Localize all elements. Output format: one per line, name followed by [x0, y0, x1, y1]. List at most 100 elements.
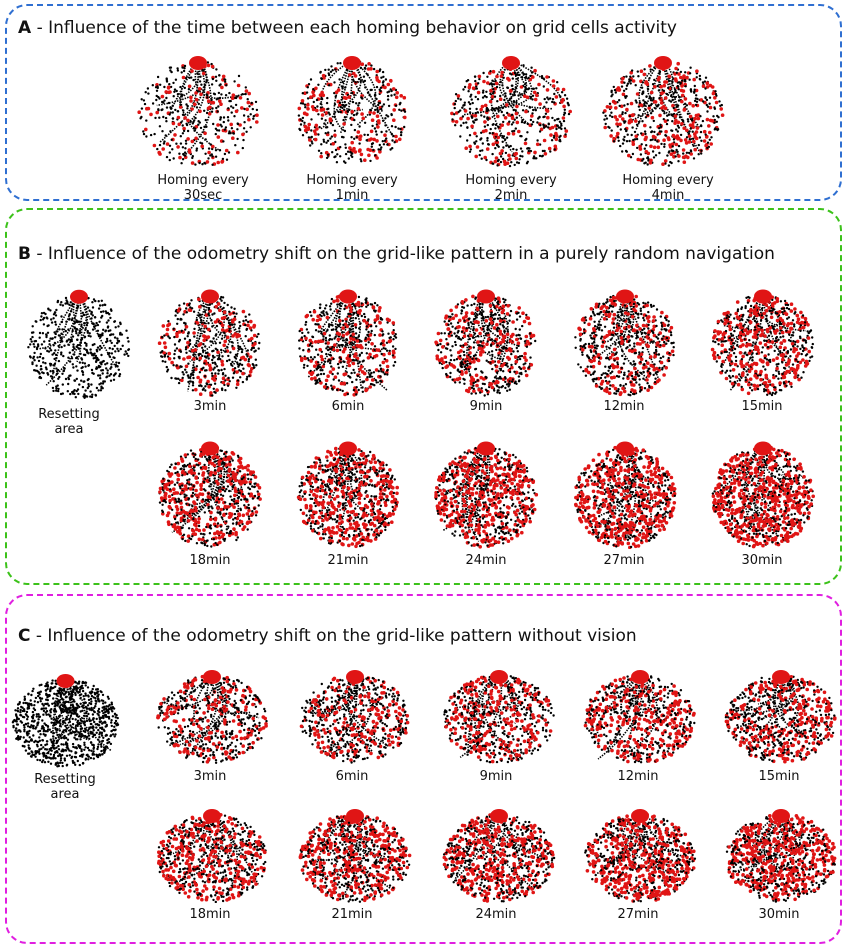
trajectory-dot [179, 101, 182, 104]
trajectory-dot [525, 137, 528, 141]
trajectory-dot [496, 385, 499, 388]
grid-activity-dot [186, 118, 190, 123]
trajectory-dot [55, 357, 58, 360]
trajectory-dot [620, 318, 623, 321]
trajectory-dot [649, 138, 652, 142]
trajectory-dot [255, 364, 258, 367]
grid-activity-dot [633, 366, 637, 371]
grid-activity-dot [221, 376, 226, 381]
grid-activity-dot [253, 342, 257, 346]
trajectory-dot [677, 88, 680, 91]
trajectory-dot [185, 351, 188, 354]
grid-activity-dot [600, 344, 605, 349]
trajectory-dot [508, 314, 511, 317]
panel-b-letter: B [18, 244, 31, 264]
trajectory-dot [380, 130, 383, 134]
grid-activity-dot [495, 322, 499, 327]
trajectory-dot [327, 72, 330, 75]
trajectory-dot [687, 151, 691, 155]
grid-activity-dot [612, 312, 617, 317]
trajectory-dot [506, 86, 509, 89]
trajectory-dot [200, 384, 203, 388]
trajectory-dot [320, 314, 323, 318]
grid-activity-dot [701, 84, 706, 88]
trajectory-dot [341, 339, 345, 342]
trajectory-dot [639, 386, 642, 389]
grid-activity-dot [231, 346, 236, 351]
panel-a-plot-30sec [137, 56, 259, 166]
trajectory-dot [109, 329, 112, 332]
trajectory-dot [242, 127, 246, 130]
trajectory-dot [233, 315, 237, 318]
trajectory-dot [217, 91, 221, 95]
trajectory-dot [372, 371, 376, 374]
grid-activity-dot [473, 131, 477, 136]
trajectory-dot [233, 115, 236, 118]
trajectory-dot [364, 343, 368, 346]
trajectory-dot [514, 327, 517, 331]
trajectory-dot [693, 99, 697, 103]
trajectory-dot [298, 127, 301, 131]
trajectory-dot [236, 379, 240, 382]
trajectory-dot [475, 140, 478, 143]
trajectory-dot [302, 366, 306, 369]
trajectory-dot [222, 120, 225, 124]
grid-activity-dot [483, 120, 487, 124]
trajectory-dot [210, 153, 213, 156]
trajectory-dot [249, 113, 252, 116]
trajectory-dot [198, 352, 201, 356]
trajectory-dot [592, 340, 596, 344]
trajectory-dot [503, 317, 506, 320]
grid-activity-dot [561, 87, 566, 92]
grid-activity-dot [363, 158, 367, 162]
trajectory-dot [70, 357, 74, 360]
grid-activity-dot [645, 316, 650, 320]
grid-activity-dot [176, 115, 181, 120]
trajectory-dot [380, 107, 383, 111]
trajectory-dot [172, 364, 175, 367]
trajectory-dot [88, 309, 91, 312]
grid-activity-dot [630, 388, 634, 392]
trajectory-dot [530, 123, 534, 126]
home-location-marker [70, 289, 88, 304]
trajectory-dot [330, 338, 334, 341]
grid-activity-dot [516, 341, 521, 345]
trajectory-dot [322, 363, 326, 366]
grid-activity-dot [621, 386, 625, 391]
trajectory-dot [379, 89, 382, 93]
grid-activity-dot [458, 318, 462, 323]
trajectory-dot [613, 88, 617, 92]
grid-activity-dot [236, 83, 241, 88]
trajectory-dot [332, 328, 335, 331]
grid-activity-dot [577, 326, 581, 331]
grid-activity-dot [673, 108, 678, 112]
trajectory-dot [635, 337, 638, 340]
trajectory-dot [594, 350, 597, 353]
trajectory-dot [95, 386, 99, 390]
grid-activity-dot [626, 312, 630, 316]
trajectory-dot [204, 345, 207, 348]
trajectory-dot [479, 391, 482, 394]
trajectory-dot [209, 383, 213, 386]
trajectory-dot [472, 318, 476, 321]
trajectory-dot [119, 347, 122, 351]
trajectory-dot [48, 343, 51, 346]
trajectory-dot [482, 317, 485, 320]
trajectory-dot [89, 395, 92, 398]
grid-activity-dot [564, 129, 569, 133]
trajectory-dot [303, 363, 306, 367]
trajectory-dot [204, 385, 207, 388]
trajectory-dot [470, 115, 473, 118]
grid-activity-dot [636, 157, 640, 162]
grid-activity-dot [615, 122, 619, 126]
trajectory-dot [194, 127, 197, 130]
trajectory-dot [594, 378, 598, 381]
trajectory-dot [191, 381, 195, 385]
trajectory-dot [520, 120, 524, 124]
trajectory-dot [215, 333, 218, 336]
trajectory-dot [81, 366, 84, 369]
trajectory-dot [330, 65, 333, 68]
trajectory-dot [214, 155, 218, 158]
trajectory-dot [468, 134, 472, 137]
trajectory-dot [326, 385, 329, 389]
